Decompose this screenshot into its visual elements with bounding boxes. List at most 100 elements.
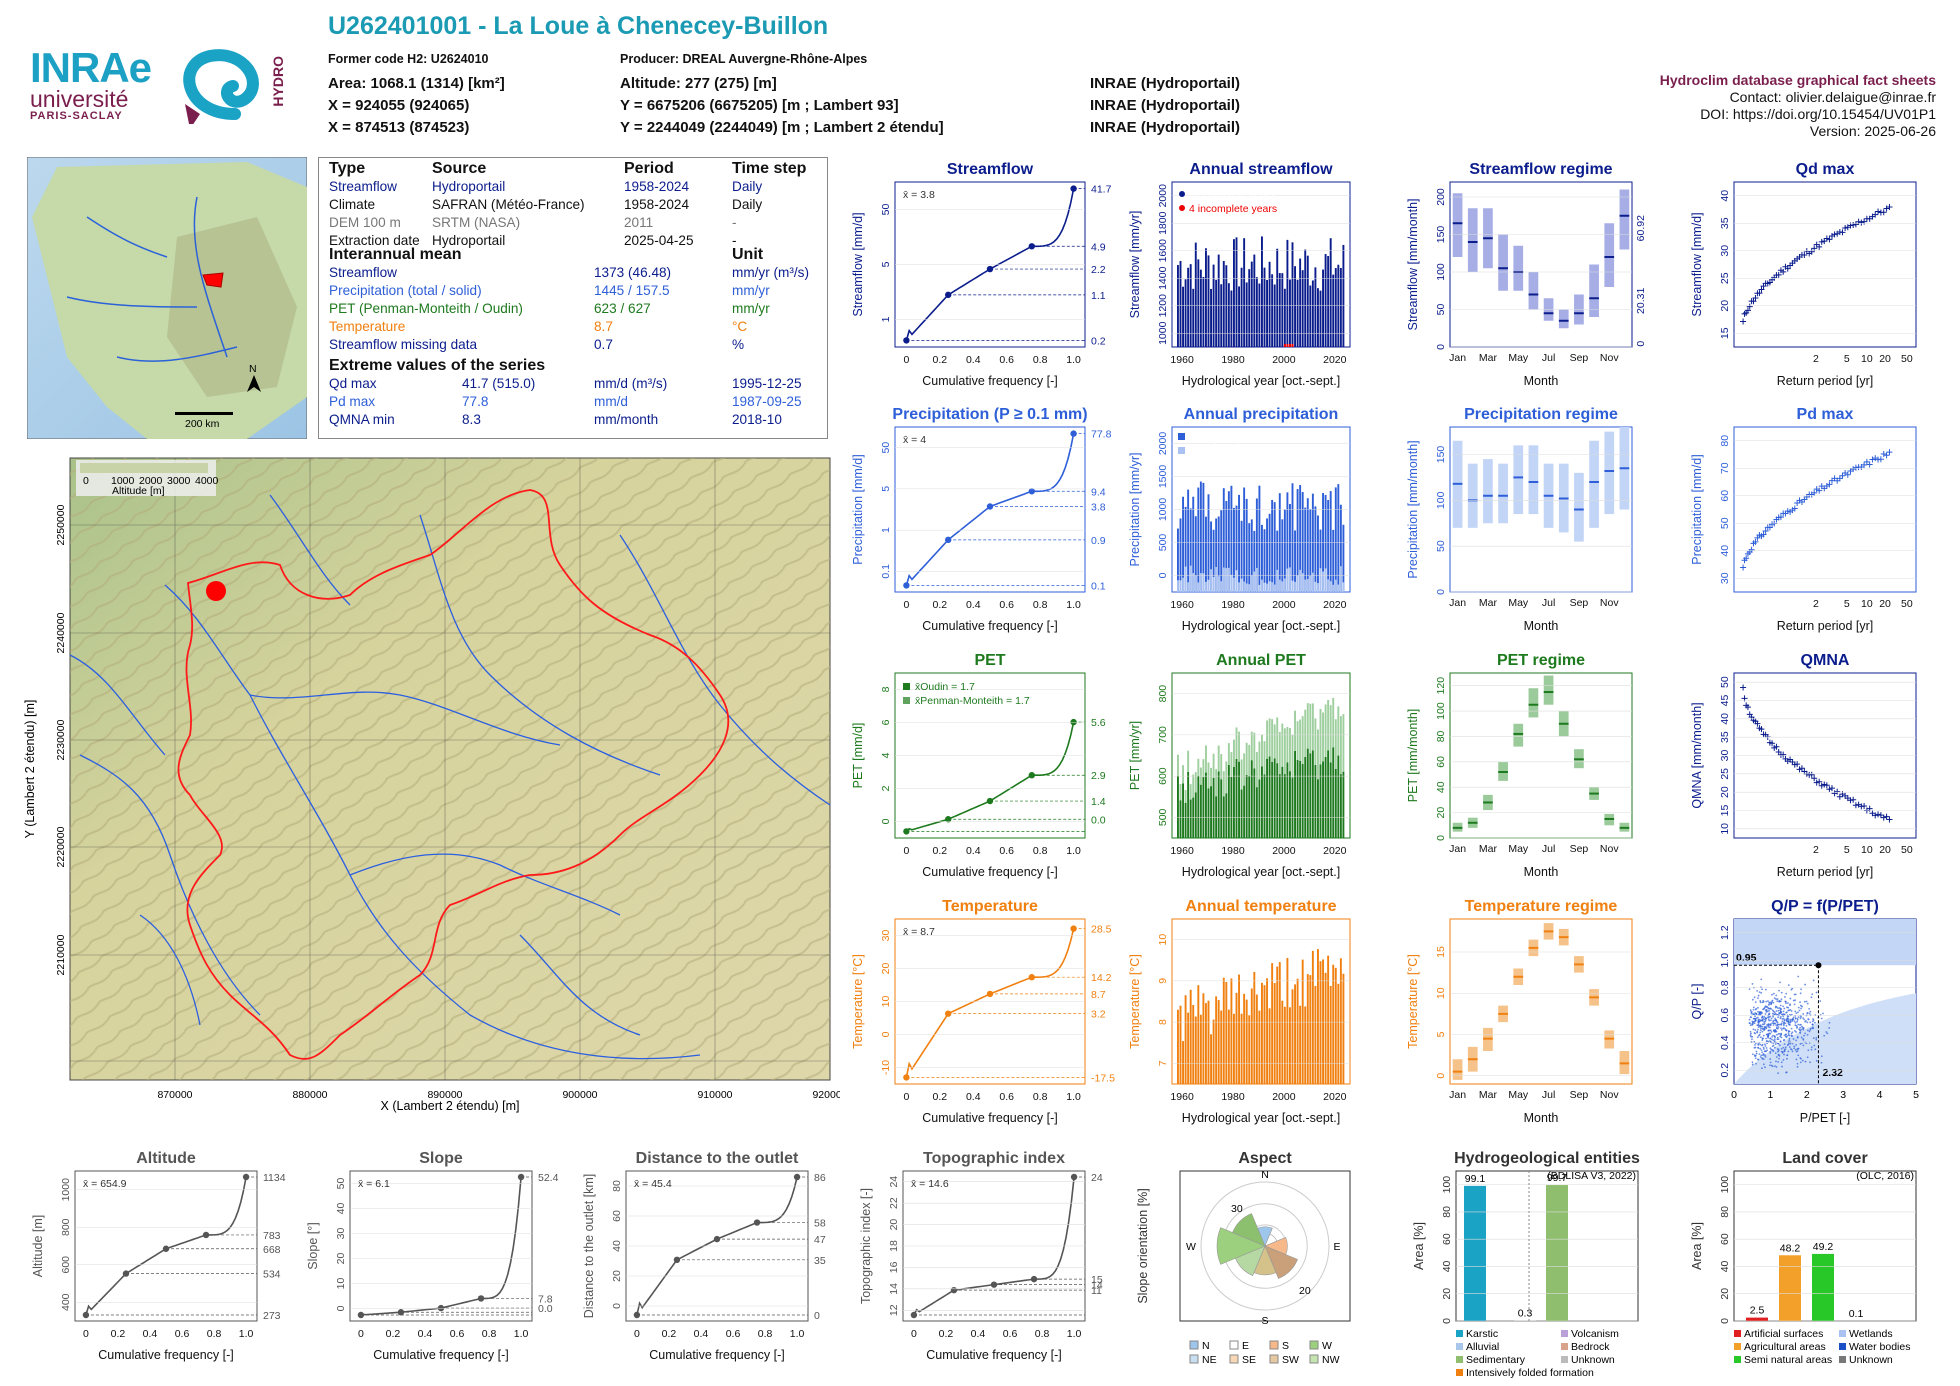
precip_annual-bar — [1334, 487, 1337, 592]
temp_annual-bar — [1192, 1004, 1195, 1084]
qdmax-point — [1823, 235, 1830, 242]
flow_annual-bar — [1248, 269, 1251, 347]
qmna-ytick: 10 — [1719, 823, 1731, 835]
pet_annual-pm-bar — [1250, 731, 1253, 761]
temp_annual-bar — [1253, 971, 1256, 1084]
pet_annual-bar — [1258, 779, 1261, 838]
temp_annual-bar — [1332, 964, 1335, 1084]
pet_annual-bar — [1324, 756, 1327, 838]
flow_annual-bar — [1253, 254, 1256, 347]
flow_annual-bar — [1306, 255, 1309, 347]
flow_annual-ytick: 1000 — [1157, 321, 1169, 345]
pet_annual-pm-bar — [1187, 750, 1190, 772]
qdmax-ytick: 15 — [1719, 327, 1731, 339]
hydrogeo-note: (BDLISA V3, 2022) — [1547, 1170, 1636, 1182]
pet_annual-bar — [1266, 758, 1268, 838]
temp_annual-ylabel: Temperature [°C] — [1128, 954, 1142, 1049]
precip_annual-bar — [1217, 516, 1220, 592]
pet_regime-month: Jul — [1542, 843, 1555, 855]
alt_cdf-right-label: 273 — [263, 1310, 281, 1322]
precip_annual-solid-bar — [1311, 572, 1314, 592]
qmna-point — [1780, 751, 1787, 758]
temp_annual-bar — [1311, 950, 1314, 1084]
aspect-direction: W — [1186, 1241, 1196, 1253]
precip_annual-bar — [1215, 518, 1218, 592]
map-ytick: 2230000 — [55, 719, 67, 760]
landcover-title: Land cover — [1782, 1150, 1867, 1167]
pdmax-point — [1850, 466, 1857, 473]
flow_cdf-ylabel: Streamflow [mm/d] — [851, 212, 865, 316]
paris-saclay-logo: PARIS-SACLAY — [30, 110, 123, 122]
precip_annual-solid-bar — [1233, 577, 1235, 592]
pet_annual-xlabel: Hydrological year [oct.-sept.] — [1182, 865, 1340, 879]
flow_cdf-panel: Streamflow Cumulative frequency [-] Stream… — [845, 152, 1115, 412]
pet_annual-bar — [1207, 788, 1210, 838]
precip_annual-bar — [1258, 485, 1261, 592]
budyko-point — [1815, 962, 1822, 969]
flow_annual-bar — [1319, 290, 1322, 347]
flow_annual-bar — [1322, 269, 1324, 347]
temp_annual-bar — [1225, 982, 1228, 1084]
temp_annual-bar — [1289, 1007, 1291, 1084]
flow_annual-bar — [1199, 269, 1202, 347]
precip_regime-month: Nov — [1600, 597, 1619, 609]
precip_annual-bar — [1238, 494, 1240, 592]
temp_annual-bar — [1207, 1000, 1210, 1084]
pet_cdf-xtick: 0 — [903, 845, 909, 857]
qmna-ytick: 50 — [1719, 676, 1731, 688]
temp_annual-bar — [1314, 985, 1317, 1084]
precip_regime-box — [1604, 431, 1615, 515]
dist_cdf-xtick: 1.0 — [790, 1328, 805, 1340]
pet_annual-pm-bar — [1248, 744, 1251, 777]
pet_annual-pm-bar — [1311, 703, 1314, 751]
precip_regime-box — [1528, 445, 1539, 515]
precip_annual-solid-bar — [1240, 578, 1243, 592]
pet_annual-pm-bar — [1289, 728, 1291, 772]
flow_annual-bar — [1334, 268, 1337, 347]
flow_annual-bar — [1283, 288, 1286, 347]
budyko-xtick: 2 — [1804, 1089, 1810, 1101]
flow_regime-box — [1619, 189, 1630, 250]
pdmax-point — [1760, 531, 1767, 538]
pet_annual-pm-bar — [1309, 703, 1312, 754]
slope_cdf-ytick: 50 — [335, 1178, 347, 1190]
pdmax-point — [1839, 472, 1846, 479]
temp_annual-bar — [1263, 985, 1266, 1084]
precip_annual-solid-bar — [1250, 575, 1253, 592]
dist_cdf-right-label: 58 — [814, 1218, 826, 1230]
dist_cdf-xtick: 0.2 — [662, 1328, 677, 1340]
qmna-point — [1823, 782, 1830, 789]
temp_annual-bar — [1202, 993, 1205, 1084]
precip_annual-solid-bar — [1281, 581, 1284, 592]
precip_annual-xtick: 1960 — [1170, 599, 1194, 611]
pet_annual-pm-bar — [1286, 726, 1289, 763]
pdmax-point — [1743, 555, 1750, 562]
precip_annual-bar — [1296, 489, 1299, 592]
pet_annual-pm-bar — [1329, 705, 1332, 763]
alt_cdf-xtick: 0.6 — [175, 1328, 190, 1340]
flow_annual-bar — [1227, 283, 1230, 347]
qmna-ytick: 15 — [1719, 805, 1731, 817]
precip_annual-ytick: 0 — [1157, 572, 1169, 578]
precip_annual-solid-bar — [1327, 579, 1330, 592]
pet_cdf-xtick: 0.2 — [933, 845, 948, 857]
qdmax-point — [1750, 298, 1757, 305]
landcover-ylabel: Area [%] — [1690, 1222, 1704, 1270]
temp_regime-xlabel: Month — [1524, 1111, 1559, 1125]
topo_cdf-right-label: 11 — [1091, 1285, 1102, 1297]
qmna-point — [1773, 743, 1780, 750]
dist_cdf-quantile-point — [633, 1311, 641, 1319]
producer: Producer: DREAL Auvergne-Rhône-Alpes — [620, 52, 868, 66]
temp_cdf-xtick: 0.8 — [1033, 1091, 1048, 1103]
extreme-cell: mm/d (m³/s) — [594, 376, 668, 391]
topo_cdf-ytick: 14 — [888, 1283, 900, 1295]
extreme-cell: mm/d — [594, 394, 628, 409]
precip_annual-solid-bar — [1225, 568, 1228, 592]
qmna-ylabel: QMNA [mm/month] — [1690, 702, 1704, 808]
mean-cell: Precipitation (total / solid) — [329, 283, 482, 298]
precip_cdf-frame — [894, 426, 1086, 593]
flow_regime-month: Jul — [1542, 352, 1555, 364]
pdmax-chart: Pd max Return period [yr] Precipitation [m… — [1690, 406, 1917, 633]
budyko-xtick: 5 — [1913, 1089, 1919, 1101]
extreme-cell: 1995-12-25 — [732, 376, 802, 391]
